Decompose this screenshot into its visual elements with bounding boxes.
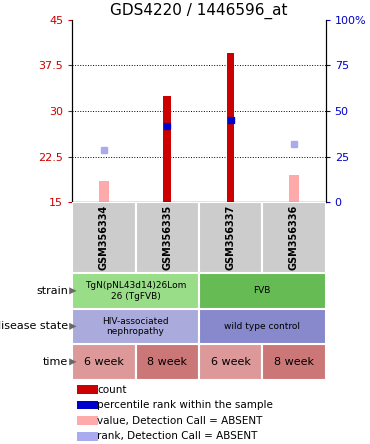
Bar: [77, 401, 98, 409]
Bar: [262, 202, 326, 273]
Bar: [199, 273, 326, 309]
Text: rank, Detection Call = ABSENT: rank, Detection Call = ABSENT: [98, 431, 258, 441]
Bar: [199, 344, 262, 380]
Polygon shape: [69, 358, 77, 365]
Bar: [72, 202, 135, 273]
Text: GSM356334: GSM356334: [99, 205, 109, 270]
Text: TgN(pNL43d14)26Lom
26 (TgFVB): TgN(pNL43d14)26Lom 26 (TgFVB): [85, 281, 186, 301]
Text: 6 week: 6 week: [211, 357, 250, 367]
Bar: [72, 344, 135, 380]
Bar: [289, 175, 299, 202]
Bar: [77, 385, 98, 394]
Bar: [135, 344, 199, 380]
Text: disease state: disease state: [0, 321, 68, 331]
Text: wild type control: wild type control: [224, 322, 300, 331]
Text: time: time: [43, 357, 68, 367]
Polygon shape: [69, 287, 77, 294]
Text: GSM356336: GSM356336: [289, 205, 299, 270]
Text: GSM356337: GSM356337: [226, 205, 236, 270]
Bar: [99, 181, 108, 202]
Text: value, Detection Call = ABSENT: value, Detection Call = ABSENT: [98, 416, 263, 426]
Bar: [72, 273, 199, 309]
Bar: [199, 202, 262, 273]
Text: 8 week: 8 week: [147, 357, 187, 367]
Bar: [199, 309, 326, 344]
Text: HIV-associated
nephropathy: HIV-associated nephropathy: [102, 317, 169, 336]
Bar: [227, 53, 234, 202]
Bar: [77, 416, 98, 425]
Polygon shape: [69, 323, 77, 330]
Text: 8 week: 8 week: [274, 357, 314, 367]
Text: GSM356335: GSM356335: [162, 205, 172, 270]
Text: percentile rank within the sample: percentile rank within the sample: [98, 400, 273, 410]
Text: 6 week: 6 week: [84, 357, 124, 367]
Text: FVB: FVB: [253, 286, 271, 295]
Text: count: count: [98, 385, 127, 395]
Bar: [77, 432, 98, 440]
Bar: [72, 309, 199, 344]
Title: GDS4220 / 1446596_at: GDS4220 / 1446596_at: [110, 2, 287, 19]
Bar: [262, 344, 326, 380]
Bar: [164, 96, 171, 202]
Bar: [135, 202, 199, 273]
Text: strain: strain: [37, 286, 68, 296]
